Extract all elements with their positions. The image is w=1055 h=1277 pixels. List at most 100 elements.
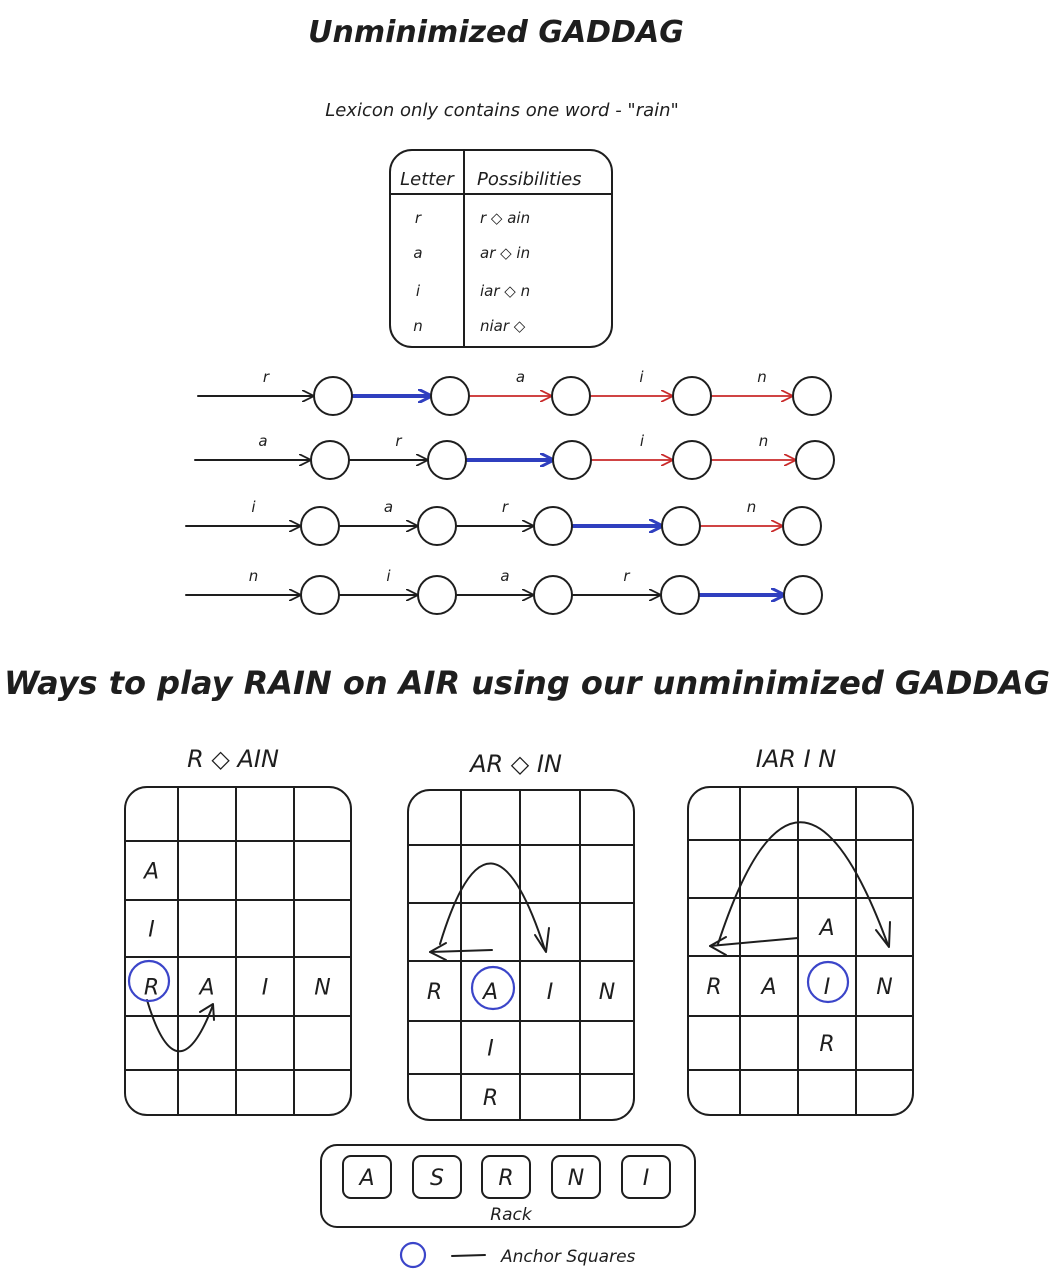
rack-tile-letter: A — [357, 1166, 374, 1191]
rack-tile: R — [481, 1155, 531, 1199]
move-arrow — [429, 949, 493, 953]
gaddag-node — [660, 575, 700, 615]
rack: A S R N I Rack — [320, 1144, 696, 1228]
table-cell-letter: a — [413, 244, 422, 262]
anchor-circle — [127, 959, 171, 1003]
section-title: Ways to play RAIN on AIR using our unmin… — [4, 664, 1050, 702]
table-header-letter: Letter — [400, 169, 455, 190]
gaddag-node — [533, 506, 573, 546]
anchor-legend-circle — [399, 1241, 427, 1269]
rack-label: Rack — [490, 1205, 533, 1225]
move-arrow — [717, 821, 889, 946]
gaddag-node — [661, 506, 701, 546]
gaddag-paths: r a i n a r i n i a r n n i a r — [185, 368, 835, 615]
board-tile-letter: I — [262, 976, 269, 1001]
board-tile-letter: I — [148, 918, 155, 943]
board-tile-letter: I — [487, 1037, 494, 1062]
gaddag-node — [552, 440, 592, 480]
board-title: IAR I N — [756, 745, 837, 773]
arrow-head — [429, 942, 447, 961]
edge-label: r — [263, 368, 270, 386]
board-tile-letter: N — [876, 975, 892, 1000]
scrabble-board: A I R A I N — [124, 786, 352, 1116]
board-tile-letter: R — [483, 1086, 498, 1111]
board-tile-letter: N — [599, 980, 615, 1005]
edge-label: r — [623, 567, 630, 585]
edge-label: a — [516, 368, 525, 386]
board-tile-letter: R — [819, 1032, 834, 1057]
rack-tile: S — [412, 1155, 462, 1199]
move-arrow — [439, 862, 546, 951]
anchor-circle — [470, 965, 516, 1011]
table-header-possibilities: Possibilities — [477, 169, 582, 190]
edge-label: i — [251, 498, 256, 516]
edge-label: r — [395, 432, 402, 450]
rack-tile-letter: S — [430, 1166, 444, 1191]
edge-label: a — [500, 567, 509, 585]
edge-label: i — [639, 368, 644, 386]
arrow-head — [199, 1003, 215, 1021]
arrow-head — [875, 921, 891, 948]
board-tile-letter: R — [706, 975, 721, 1000]
gaddag-node — [310, 440, 350, 480]
gaddag-node — [427, 440, 467, 480]
gaddag-node — [782, 506, 822, 546]
table-cell-letter: n — [413, 317, 423, 335]
gaddag-node — [795, 440, 835, 480]
edge-label: i — [386, 567, 391, 585]
table-cell-possibility: niar ◇ — [480, 317, 526, 335]
gaddag-node — [300, 575, 340, 615]
gaddag-node — [783, 575, 823, 615]
scrabble-board: A R A I N R — [687, 786, 914, 1116]
page-title: Unminimized GADDAG — [308, 15, 684, 50]
board-tile-letter: A — [817, 916, 834, 941]
gaddag-node — [313, 376, 353, 416]
board-tile-letter: A — [142, 860, 159, 885]
gaddag-node — [300, 506, 340, 546]
move-arrow — [709, 937, 799, 947]
edge-label: n — [249, 567, 259, 585]
edge-label: n — [747, 498, 757, 516]
page-subtitle: Lexicon only contains one word - "rain" — [325, 100, 679, 121]
edge-label: n — [757, 368, 767, 386]
legend-label: Anchor Squares — [500, 1247, 636, 1267]
board-tile-letter: I — [824, 975, 831, 1000]
board-title: R ◇ AIN — [187, 745, 279, 773]
scrabble-board: R A I NIR — [407, 789, 635, 1121]
board-tile-letter: I — [547, 980, 554, 1005]
edge-label: a — [384, 498, 393, 516]
board-tile-letter: A — [759, 975, 776, 1000]
table-cell-letter: i — [416, 282, 421, 300]
edge-label: a — [258, 432, 267, 450]
rack-tile: N — [551, 1155, 601, 1199]
arrow-head — [709, 936, 727, 956]
gaddag-node — [672, 376, 712, 416]
rack-tile-letter: R — [498, 1166, 513, 1191]
gaddag-node — [430, 376, 470, 416]
board-tile-letter: A — [197, 976, 214, 1001]
board-tile-letter: R — [427, 980, 442, 1005]
possibilities-table: Letter Possibilities r r ◇ ain a ar ◇ in… — [389, 149, 613, 348]
anchor-circle — [806, 960, 850, 1004]
board-tile-letter: R — [144, 976, 159, 1001]
table-cell-letter: r — [415, 209, 422, 227]
table-cell-possibility: iar ◇ n — [480, 282, 530, 300]
rack-tile-letter: N — [568, 1166, 584, 1191]
legend: Anchor Squares — [399, 1241, 636, 1269]
anchor-markers — [127, 959, 850, 1011]
gaddag-node — [551, 376, 591, 416]
rack-tile: A — [342, 1155, 392, 1199]
board-tile-letter: N — [314, 976, 330, 1001]
table-cell-possibility: r ◇ ain — [480, 209, 530, 227]
board-tile-letter: A — [481, 980, 498, 1005]
edge-label: n — [759, 432, 769, 450]
rack-tile: I — [621, 1155, 671, 1199]
table-cell-possibility: ar ◇ in — [480, 244, 530, 262]
move-arrows — [146, 821, 891, 1053]
gaddag-node — [792, 376, 832, 416]
